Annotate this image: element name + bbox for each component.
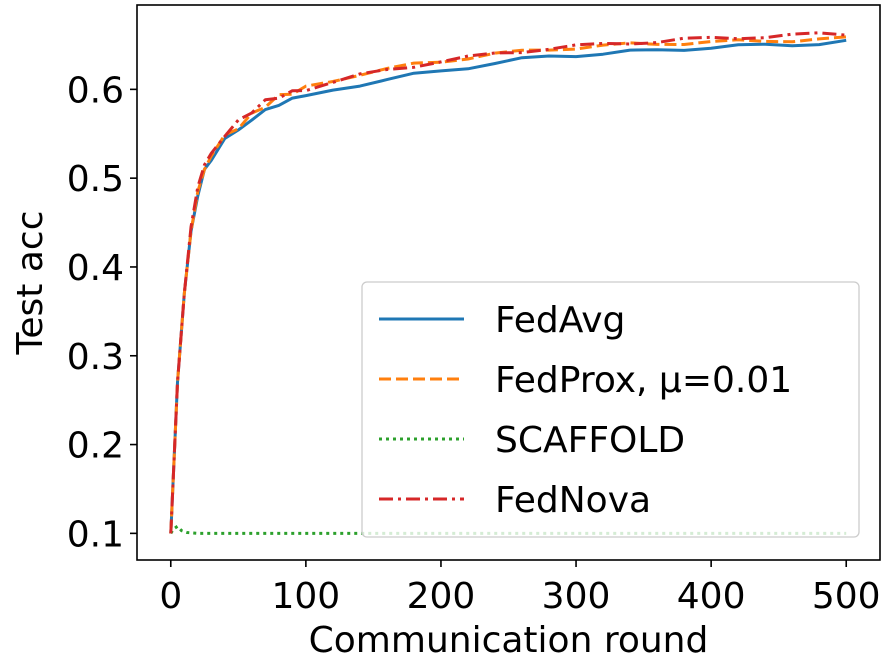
y-tick-label: 0.5 [67,159,124,200]
ticks-layer: 0 100 200 300 400 500 0.1 0.2 0.3 0.4 0.5 0.6 [67,70,881,617]
legend-label-fedprox: FedProx, μ=0.01 [495,360,792,401]
legend: FedAvg FedProx, μ=0.01 SCAFFOLD FedNova [361,281,860,538]
legend-label-fednova: FedNova [495,480,651,521]
y-tick-label: 0.3 [67,337,124,378]
axes-frame [136,4,881,561]
y-tick-label: 0.2 [67,426,124,467]
x-tick-label: 100 [272,576,341,617]
y-tick-label: 0.1 [67,514,124,555]
series-line-scaffold [169,524,847,535]
x-tick-label: 200 [407,576,476,617]
x-tick-label: 400 [677,576,746,617]
legend-label-fedavg: FedAvg [495,300,625,341]
x-tick-label: 0 [159,576,182,617]
y-tick-label: 0.4 [67,248,124,289]
legend-label-scaffold: SCAFFOLD [495,420,685,461]
x-axis-label: Communication round [309,620,709,661]
legend-box [361,281,860,538]
y-tick-label: 0.6 [67,70,124,111]
x-tick-label: 500 [812,576,881,617]
y-axis-label: Test acc [10,211,51,356]
x-tick-label: 300 [542,576,611,617]
series-line-fedavg [169,38,847,534]
series-line-fedprox [169,35,847,534]
series-line-fednova [169,31,847,534]
series-layer [169,31,847,535]
